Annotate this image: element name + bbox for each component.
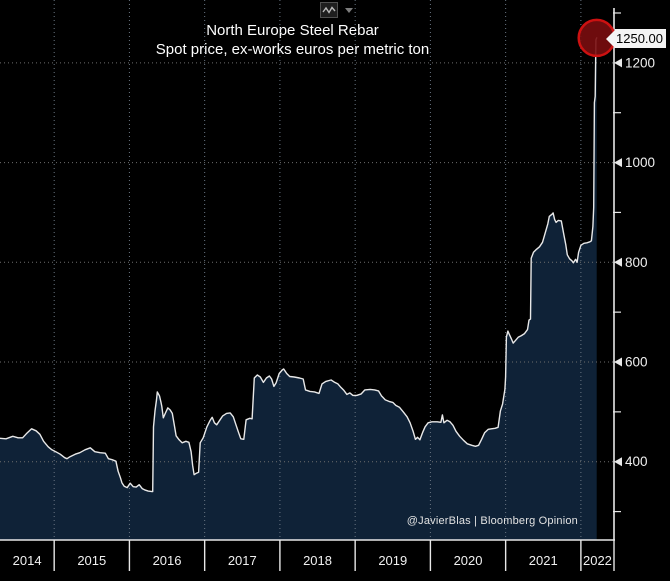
x-tick-label: 2017 bbox=[228, 553, 257, 568]
x-tick-label: 2015 bbox=[77, 553, 106, 568]
y-tick-label: 1000 bbox=[625, 155, 655, 170]
y-tick-arrow bbox=[614, 457, 622, 467]
x-tick-label: 2014 bbox=[13, 553, 42, 568]
y-tick-arrow bbox=[614, 58, 622, 68]
x-tick-label: 2019 bbox=[378, 553, 407, 568]
y-tick-arrow bbox=[614, 257, 622, 267]
y-tick-arrow bbox=[614, 158, 622, 168]
y-tick-label: 400 bbox=[625, 454, 648, 469]
y-tick-label: 800 bbox=[625, 255, 648, 270]
last-point-marker bbox=[577, 18, 616, 58]
y-tick-label: 600 bbox=[625, 355, 648, 370]
x-tick-label: 2020 bbox=[454, 553, 483, 568]
y-tick-label: 1200 bbox=[625, 55, 655, 70]
x-tick-label: 2021 bbox=[529, 553, 558, 568]
chart-menu-button[interactable] bbox=[342, 3, 356, 17]
price-line bbox=[0, 37, 598, 493]
x-tick-label: 2016 bbox=[153, 553, 182, 568]
caret-down-icon bbox=[345, 7, 353, 13]
x-tick-label: 2022 bbox=[583, 553, 612, 568]
x-tick-label: 2018 bbox=[303, 553, 332, 568]
line-chart-icon bbox=[322, 6, 336, 14]
chart-type-button[interactable] bbox=[320, 2, 338, 18]
y-tick-arrow bbox=[614, 357, 622, 367]
area-series bbox=[0, 37, 597, 541]
